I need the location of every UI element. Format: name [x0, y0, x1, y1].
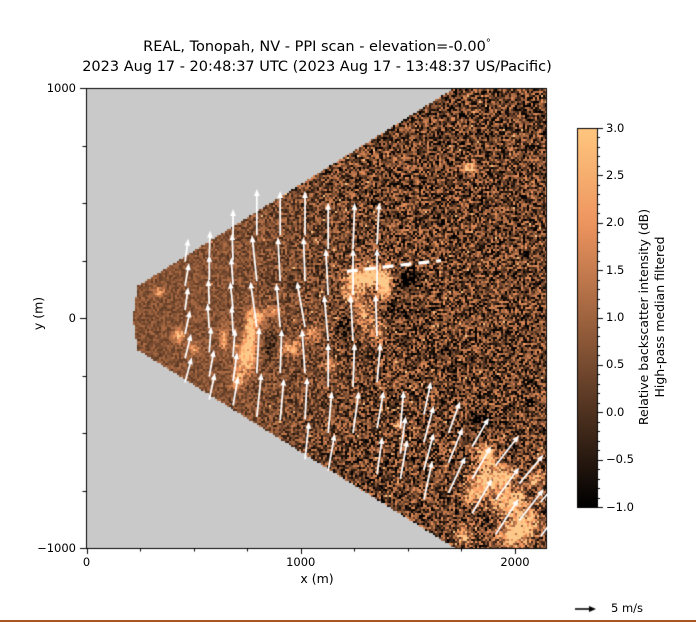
- colorbar-label-line2: High-pass median filtered: [652, 236, 667, 398]
- colorbar-tick-label: 1.5: [606, 262, 625, 277]
- colorbar-tick-label: 2.0: [606, 215, 625, 230]
- colorbar-tick-label: 0.0: [606, 404, 625, 419]
- x-tick-label: 0: [82, 555, 91, 569]
- plot-title-line2: 2023 Aug 17 - 20:48:37 UTC (2023 Aug 17 …: [82, 59, 552, 75]
- y-tick-label: 1000: [46, 80, 76, 95]
- x-tick-label: 1000: [286, 555, 316, 569]
- y-tick-label: 0: [68, 310, 76, 325]
- bottom-rule: [0, 620, 696, 622]
- wind-reference-label: 5 m/s: [611, 601, 644, 615]
- colorbar-tick-label: 0.5: [606, 357, 625, 372]
- colorbar-tick-label: 1.0: [606, 310, 625, 324]
- colorbar-tick-label: 3.0: [606, 120, 625, 135]
- colorbar-tick-label: −0.5: [606, 452, 634, 467]
- x-tick-label: 2000: [500, 555, 530, 569]
- colorbar-tick-label: 2.5: [606, 167, 625, 182]
- y-tick-label: −1000: [37, 540, 76, 555]
- degree-symbol: °: [485, 38, 491, 49]
- x-axis-label: x (m): [300, 571, 334, 586]
- plot-title-line1: REAL, Tonopah, NV - PPI scan - elevation…: [143, 38, 491, 55]
- colorbar-tick-label: −1.0: [606, 499, 634, 514]
